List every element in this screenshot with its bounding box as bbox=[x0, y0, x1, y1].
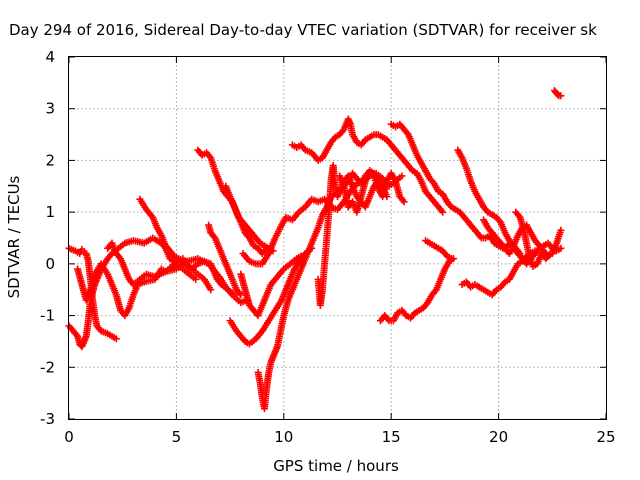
data-point bbox=[439, 208, 447, 216]
data-point bbox=[192, 275, 200, 283]
y-tick-label: -2 bbox=[40, 358, 55, 376]
x-tick-label: 0 bbox=[64, 428, 74, 446]
series-21 bbox=[480, 216, 565, 260]
series-7 bbox=[205, 221, 245, 299]
data-point bbox=[557, 226, 565, 234]
series-10 bbox=[237, 252, 305, 320]
data-point bbox=[557, 92, 565, 100]
x-axis-ticks: 0 5 10 15 20 25 bbox=[64, 57, 616, 446]
x-tick-label: 25 bbox=[596, 428, 615, 446]
data-point bbox=[531, 247, 539, 255]
x-axis-label: GPS time / hours bbox=[273, 457, 399, 475]
series-22 bbox=[512, 208, 554, 270]
data-point bbox=[400, 198, 408, 206]
y-tick-label: 0 bbox=[45, 255, 55, 273]
x-tick-label: 5 bbox=[172, 428, 182, 446]
data-marks bbox=[65, 87, 565, 413]
data-point bbox=[557, 244, 565, 252]
series-17 bbox=[387, 120, 524, 258]
plot-frame bbox=[68, 56, 607, 420]
series-18 bbox=[422, 237, 455, 263]
data-point bbox=[398, 172, 406, 180]
data-point bbox=[112, 335, 120, 343]
data-point bbox=[230, 291, 238, 299]
y-axis-label: SDTVAR / TECUs bbox=[5, 175, 23, 298]
series-3 bbox=[74, 255, 215, 320]
x-tick-label: 15 bbox=[382, 428, 401, 446]
x-tick-label: 10 bbox=[274, 428, 293, 446]
y-tick-label: 2 bbox=[45, 151, 55, 169]
chart-title: Day 294 of 2016, Sidereal Day-to-day VTE… bbox=[9, 21, 597, 39]
series-14 bbox=[314, 162, 382, 309]
series-13 bbox=[288, 115, 447, 216]
y-tick-label: 4 bbox=[45, 48, 55, 66]
data-point bbox=[554, 90, 562, 98]
series-23 bbox=[550, 87, 565, 100]
y-axis-ticks: -3 -2 -1 0 1 2 3 4 bbox=[40, 48, 606, 428]
y-tick-label: -1 bbox=[40, 307, 55, 325]
series-16 bbox=[376, 255, 457, 325]
data-point bbox=[447, 255, 455, 263]
y-tick-label: -3 bbox=[40, 410, 55, 428]
data-point bbox=[237, 291, 245, 299]
y-tick-label: 1 bbox=[45, 203, 55, 221]
y-tick-label: 3 bbox=[45, 100, 55, 118]
data-point bbox=[207, 286, 215, 294]
x-tick-label: 20 bbox=[489, 428, 508, 446]
data-point bbox=[546, 250, 554, 258]
series-6 bbox=[194, 146, 275, 258]
series-15 bbox=[336, 167, 408, 216]
series-5 bbox=[136, 195, 238, 299]
